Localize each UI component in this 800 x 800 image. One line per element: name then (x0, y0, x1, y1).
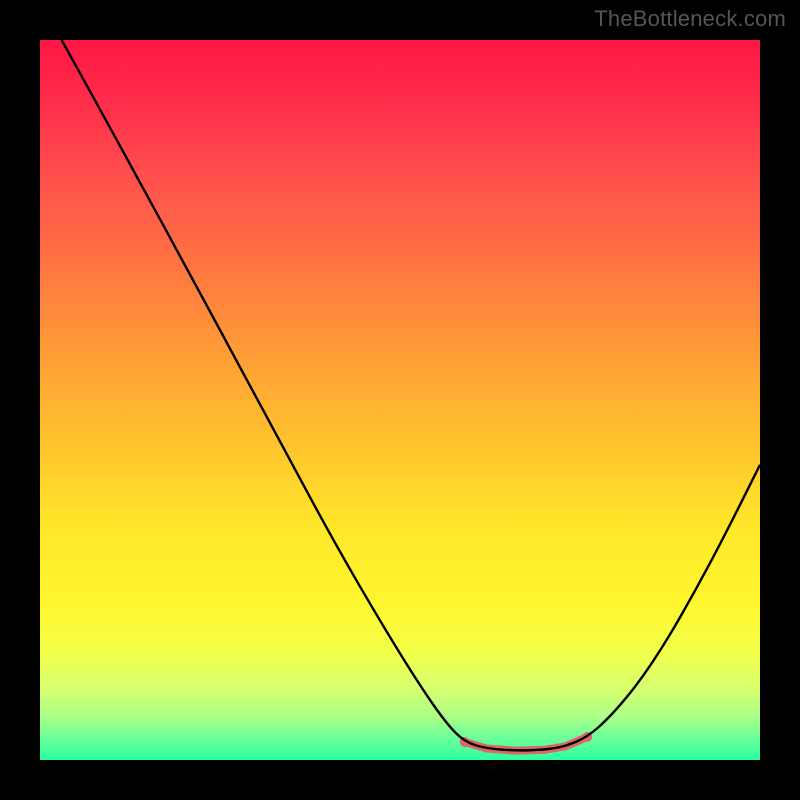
plot-area (40, 40, 760, 760)
bottleneck-curve (62, 40, 760, 750)
flat-zone-marker (460, 732, 592, 751)
chart-curves (40, 40, 760, 760)
watermark-text: TheBottleneck.com (594, 6, 786, 32)
